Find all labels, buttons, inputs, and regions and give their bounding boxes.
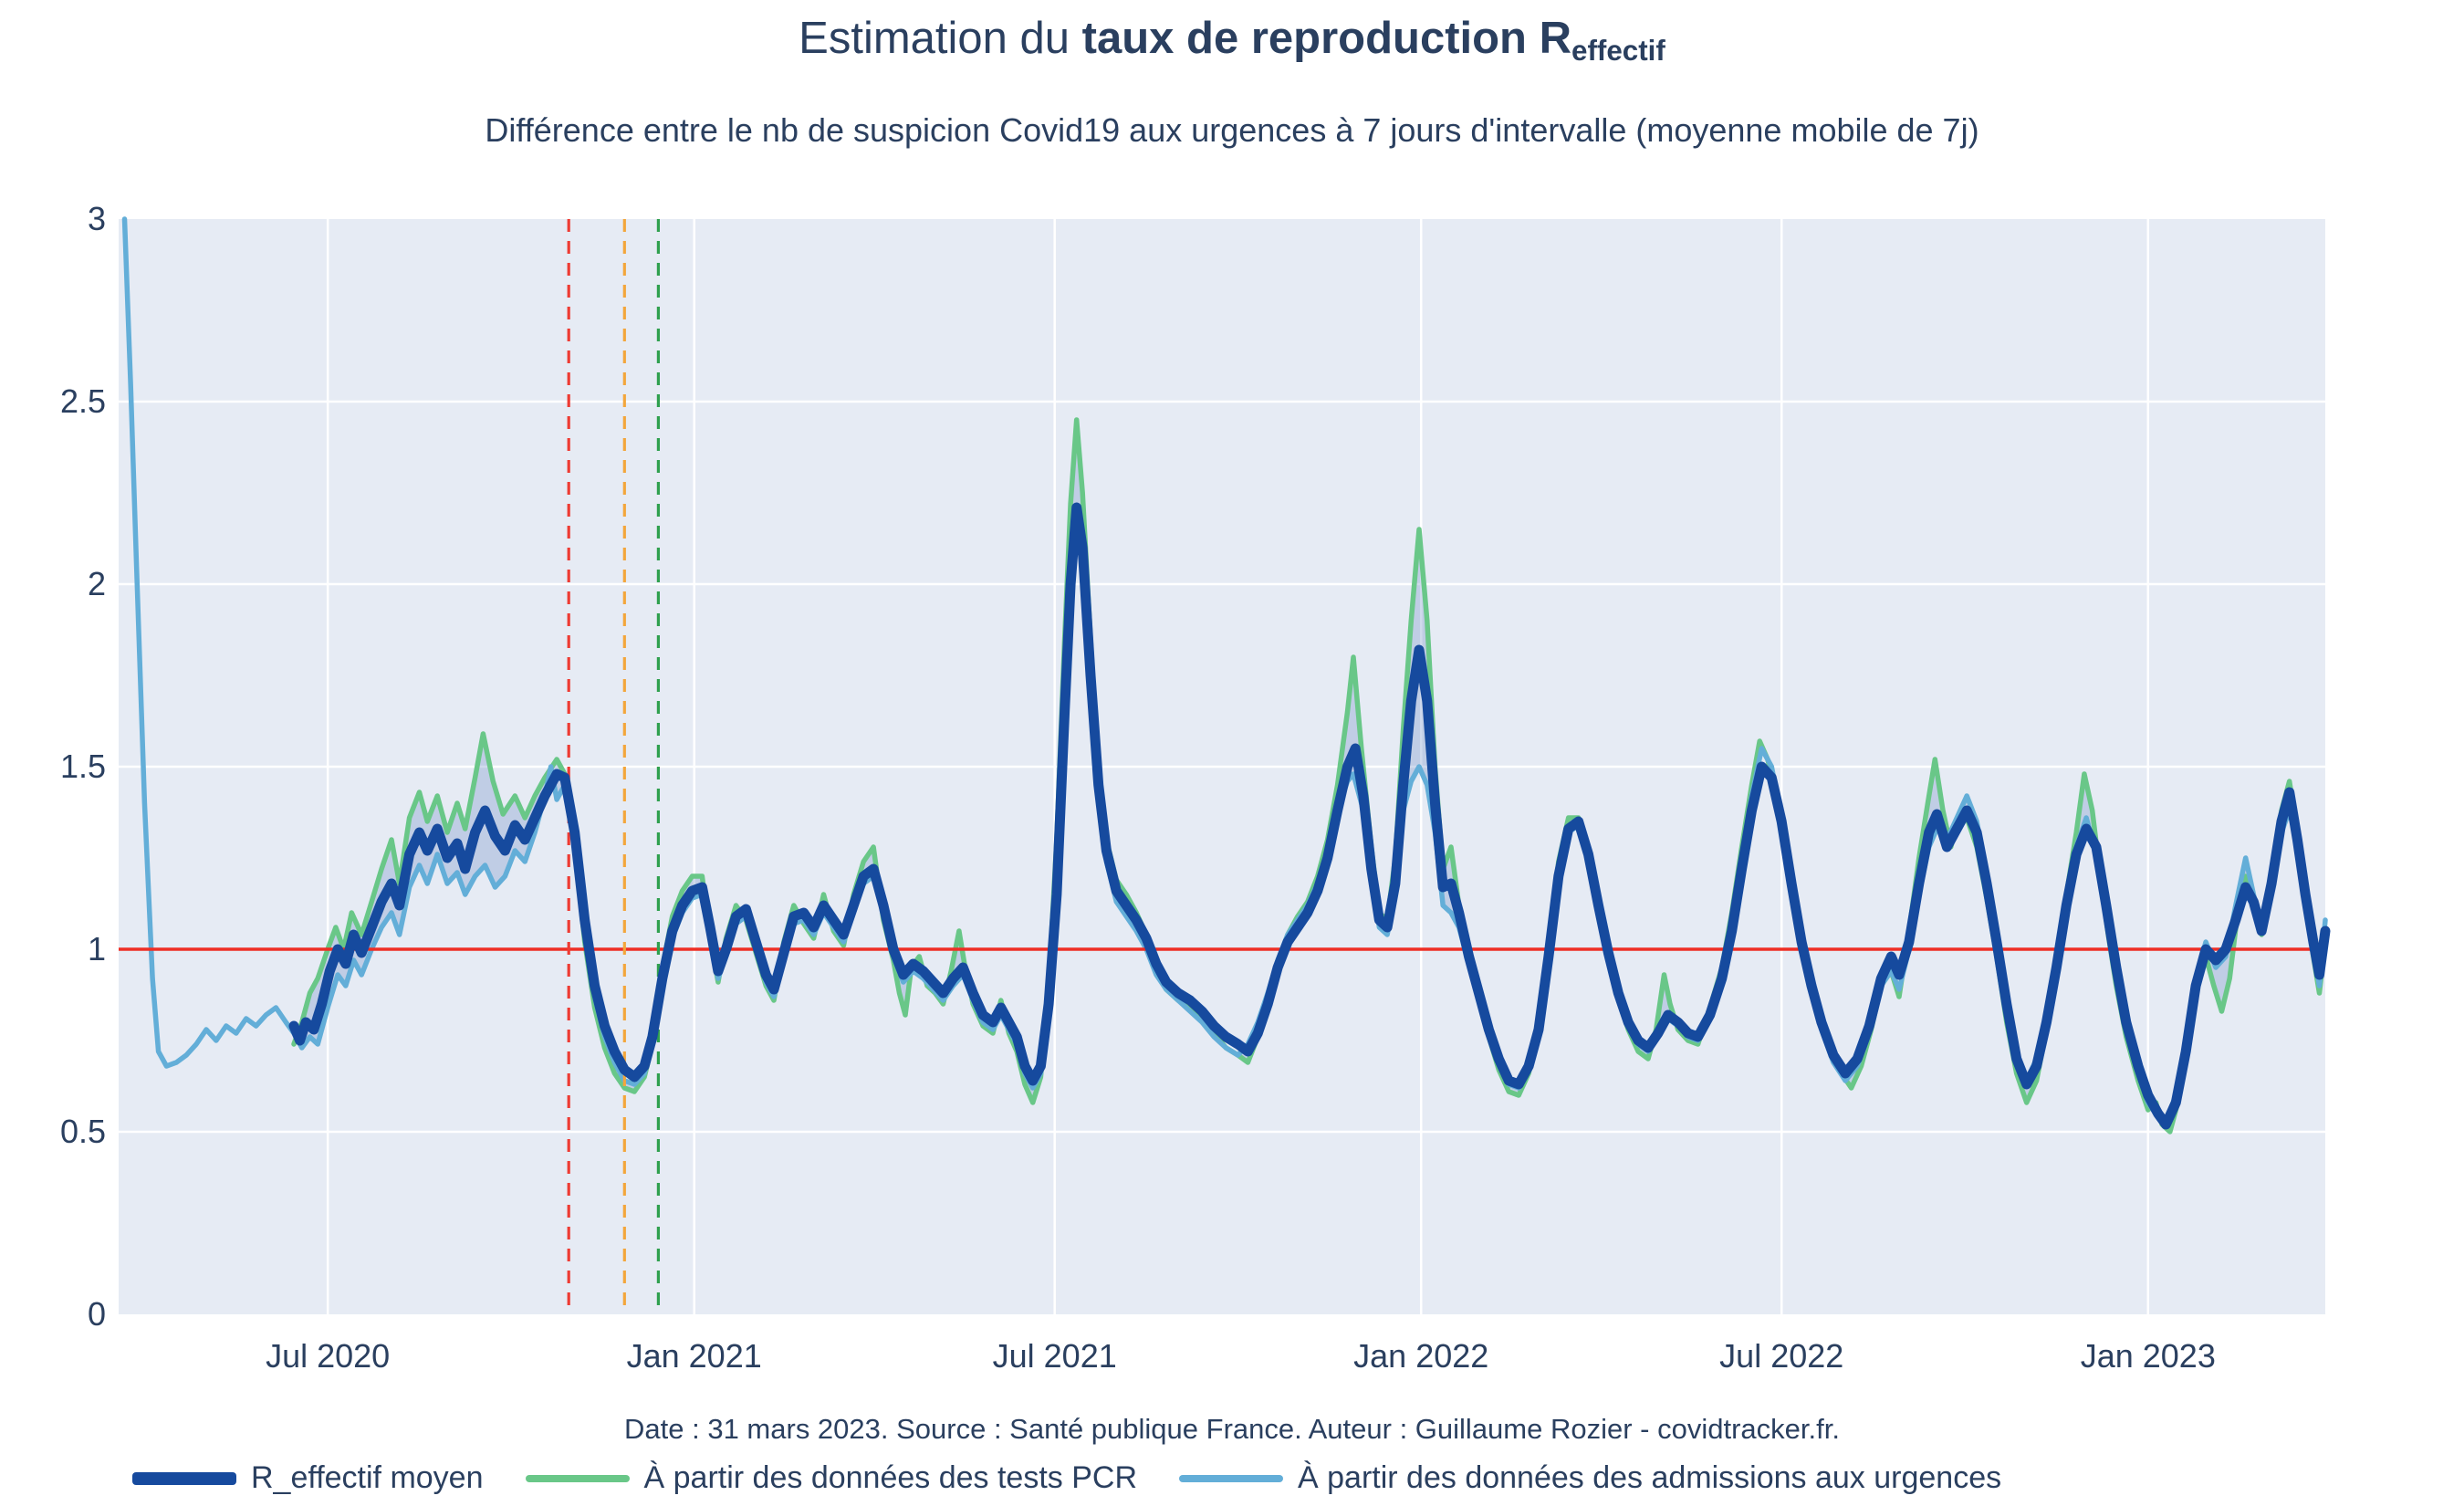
- y-tick-label: 1.5: [60, 748, 106, 785]
- title-bold: taux de reproduction R: [1081, 14, 1571, 63]
- legend-swatch-pcr: [525, 1474, 630, 1482]
- x-tick-label: Jan 2021: [627, 1337, 762, 1375]
- legend-label-moyen: R_effectif moyen: [251, 1460, 484, 1495]
- legend-swatch-moyen: [132, 1471, 236, 1485]
- x-tick-label: Jan 2023: [2081, 1337, 2216, 1375]
- y-tick-label: 0.5: [60, 1113, 106, 1150]
- source-caption: Date : 31 mars 2023. Source : Santé publ…: [624, 1413, 1840, 1445]
- legend-item-moyen[interactable]: R_effectif moyen: [132, 1460, 484, 1496]
- title-regular: Estimation du: [799, 14, 1082, 63]
- urgences-line[interactable]: [121, 216, 2328, 1124]
- legend-item-urgences[interactable]: À partir des données des admissions aux …: [1179, 1460, 2001, 1496]
- title-subscript: effectif: [1571, 34, 1665, 67]
- y-tick-label: 3: [88, 200, 106, 237]
- chart-subtitle: Différence entre le nb de suspicion Covi…: [485, 111, 1979, 149]
- mean-line[interactable]: [288, 502, 2331, 1130]
- page-title: Estimation du taux de reproduction Reffe…: [0, 13, 2464, 68]
- legend: R_effectif moyen À partir des données des…: [132, 1460, 2396, 1496]
- x-tick-label: Jul 2022: [1719, 1337, 1843, 1375]
- legend-item-pcr[interactable]: À partir des données des tests PCR: [525, 1460, 1138, 1496]
- legend-label-pcr: À partir des données des tests PCR: [643, 1460, 1138, 1495]
- y-tick-label: 2: [88, 565, 106, 602]
- y-tick-label: 1: [88, 930, 106, 967]
- x-tick-label: Jul 2021: [993, 1337, 1117, 1375]
- y-tick-label: 0: [88, 1295, 106, 1333]
- legend-label-urgences: À partir des données des admissions aux …: [1298, 1460, 2002, 1495]
- y-tick-label: 2.5: [60, 382, 106, 420]
- x-tick-label: Jan 2022: [1353, 1337, 1488, 1375]
- legend-swatch-urgences: [1179, 1474, 1284, 1482]
- x-tick-label: Jul 2020: [266, 1337, 390, 1375]
